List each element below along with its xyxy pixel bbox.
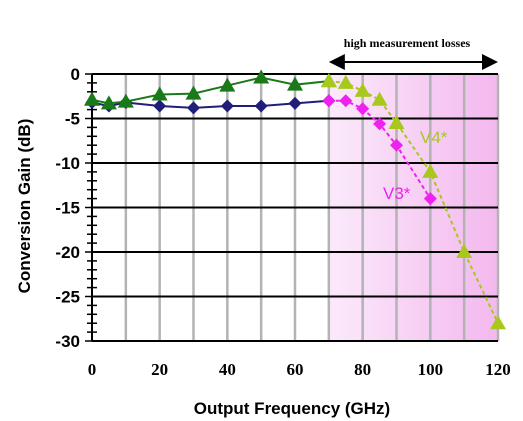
series-point-v4- [320,73,337,88]
x-tick-label: 120 [485,360,511,379]
series-point-v4- [371,91,388,106]
x-tick-label: 100 [418,360,444,379]
series-point-green [287,76,303,91]
series-point-navy [153,99,167,113]
series-point-v3- [322,94,336,108]
series-point-v4- [456,244,473,258]
y-tick-label: 0 [71,65,80,84]
y-tick-label: -15 [55,199,80,218]
y-tick-label: -10 [55,154,80,173]
series-point-green [151,86,168,101]
series-point-v3- [356,102,370,116]
series-point-v4- [388,114,405,129]
x-tick-label: 20 [151,360,168,379]
x-tick-label: 0 [88,360,97,379]
series-point-navy [288,96,302,110]
series-point-green [185,85,202,100]
x-tick-label: 40 [219,360,236,379]
y-axis-title: Conversion Gain (dB) [15,119,34,294]
series-point-v4- [422,163,439,178]
series-point-green [117,93,134,108]
annotation-arrowhead-left [328,54,345,70]
series-point-navy [254,99,268,113]
y-tick-label: -20 [55,243,80,262]
series-point-navy [220,99,234,113]
plot-area: 0 -5 -10 -15 -20 -25 -30 0 20 40 60 80 100 120 V3* V4* [55,54,511,379]
y-tick-label: -25 [55,288,80,307]
series-label-v4-: V4* [420,128,448,147]
series-point-v4- [490,315,506,330]
series-label-v3-: V3* [383,184,411,203]
series-point-green [84,91,100,106]
series-point-navy [187,101,200,115]
series-point-green [100,95,117,110]
y-tick-label: -5 [65,110,80,129]
y-tick-label: -30 [55,332,80,351]
series-point-v3- [390,138,403,152]
series-point-v4- [337,74,354,89]
annotation-label: high measurement losses [344,36,471,50]
series-point-green [219,77,236,92]
x-axis-title: Output Frequency (GHz) [194,399,390,418]
series-point-v3- [373,117,387,131]
x-tick-label: 80 [354,360,371,379]
x-tick-label: 60 [287,360,304,379]
series-point-v3- [339,94,353,108]
series-point-green [253,69,270,84]
series-point-v4- [354,82,371,97]
series-point-v3- [423,192,437,206]
annotation-arrowhead-right [482,54,498,70]
